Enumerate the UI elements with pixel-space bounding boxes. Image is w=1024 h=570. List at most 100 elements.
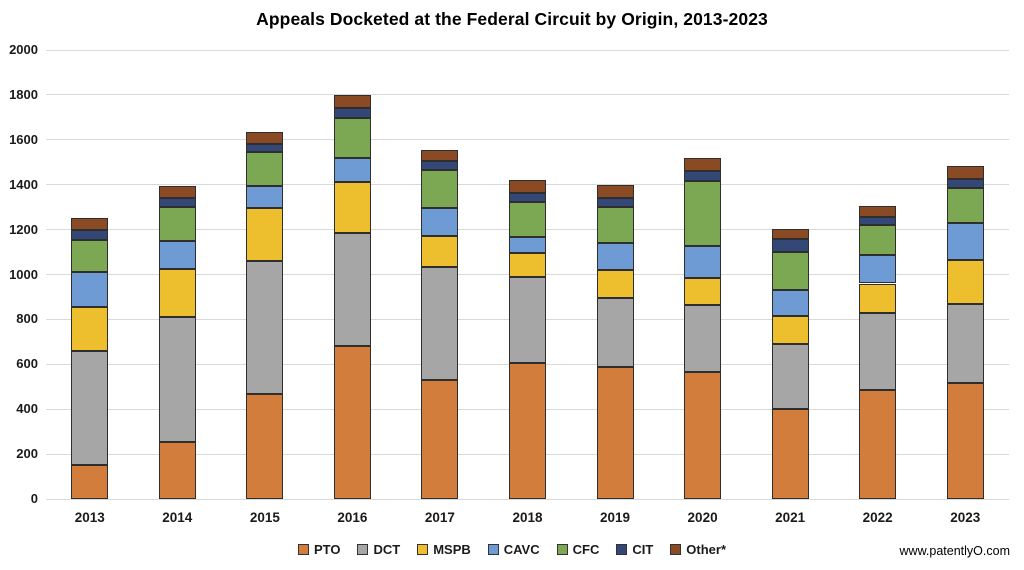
bar-segment-Other-2018 <box>509 180 546 193</box>
bar-segment-CAVC-2021 <box>771 290 809 317</box>
bar-2015 <box>246 50 284 499</box>
gridline <box>46 94 1009 96</box>
bar-segment-DCT-2021 <box>771 344 809 410</box>
bar-segment-CAVC-2017 <box>421 208 459 237</box>
legend-item-DCT: DCT <box>357 542 400 557</box>
bar-segment-Other-2015 <box>246 131 284 145</box>
bar-segment-MSPB-2015 <box>246 208 284 262</box>
bar-segment-PTO-2023 <box>946 383 984 499</box>
bar-segment-Other-2013 <box>71 218 109 230</box>
bar-segment-Other-2016 <box>333 94 371 109</box>
gridline <box>46 139 1009 141</box>
x-axis-tick-label: 2014 <box>162 510 193 525</box>
legend-item-CIT: CIT <box>616 542 653 557</box>
bar-segment-PTO-2019 <box>596 366 634 499</box>
bar-segment-CFC-2019 <box>596 207 634 244</box>
bar-segment-CIT-2013 <box>71 229 109 240</box>
legend-label: DCT <box>373 541 401 557</box>
bar-segment-Other-2020 <box>684 157 722 172</box>
bar-segment-Other-2023 <box>946 165 984 180</box>
gridline <box>46 49 1009 51</box>
legend-label: CIT <box>632 541 654 557</box>
bar-segment-CFC-2014 <box>158 207 196 241</box>
bar-segment-PTO-2022 <box>859 390 897 499</box>
bar-segment-PTO-2020 <box>684 372 722 499</box>
legend-item-CAVC: CAVC <box>487 542 540 557</box>
bar-segment-CAVC-2016 <box>333 157 371 183</box>
bar-segment-DCT-2018 <box>509 276 546 364</box>
legend-item-CFC: CFC <box>556 541 600 557</box>
bar-segment-MSPB-2022 <box>859 283 897 313</box>
plot-area <box>46 49 1009 500</box>
legend-label: CFC <box>572 541 600 557</box>
bar-segment-DCT-2016 <box>333 232 371 347</box>
x-axis-tick-label: 2021 <box>775 510 806 525</box>
bar-segment-MSPB-2016 <box>333 182 371 233</box>
y-axis-tick-label: 1400 <box>9 176 38 192</box>
bar-segment-CIT-2021 <box>771 238 809 253</box>
gridline <box>46 498 1009 500</box>
bar-segment-MSPB-2023 <box>946 259 984 304</box>
bar-segment-CFC-2021 <box>771 252 809 291</box>
bar-segment-PTO-2018 <box>509 363 546 499</box>
legend-swatch-icon <box>487 543 499 555</box>
bar-segment-CAVC-2013 <box>71 272 109 308</box>
bar-segment-DCT-2020 <box>684 304 722 373</box>
y-axis-tick-label: 600 <box>16 356 38 372</box>
x-axis-tick-label: 2016 <box>337 510 368 525</box>
y-axis-tick-label: 1200 <box>9 221 38 237</box>
x-axis-tick-label: 2013 <box>74 510 105 525</box>
watermark-text: www.patentlyO.com <box>899 544 1010 558</box>
y-axis-tick-label: 2000 <box>9 42 38 57</box>
legend-label: PTO <box>313 541 341 557</box>
bar-segment-DCT-2019 <box>596 298 634 367</box>
bar-segment-CAVC-2015 <box>246 185 284 209</box>
bar-segment-CFC-2015 <box>246 152 284 186</box>
bar-segment-MSPB-2019 <box>596 270 634 299</box>
bar-segment-DCT-2013 <box>71 350 109 466</box>
bar-segment-MSPB-2017 <box>421 236 459 267</box>
bar-2021 <box>771 50 809 499</box>
x-axis-tick-label: 2018 <box>512 510 543 525</box>
bar-segment-CIT-2023 <box>946 179 984 189</box>
legend-swatch-icon <box>357 543 369 555</box>
y-axis-tick-label: 1600 <box>9 131 38 147</box>
bar-segment-CFC-2023 <box>946 188 984 223</box>
bar-segment-Other-2021 <box>771 228 809 239</box>
bar-segment-CAVC-2019 <box>596 243 634 271</box>
legend-swatch-icon <box>670 543 682 555</box>
bar-2019 <box>596 50 634 499</box>
bar-segment-MSPB-2021 <box>771 316 809 345</box>
bar-2013 <box>71 50 109 499</box>
bar-segment-CFC-2017 <box>421 170 459 209</box>
bar-segment-DCT-2014 <box>158 317 196 442</box>
bar-segment-PTO-2015 <box>246 393 284 499</box>
bar-segment-PTO-2021 <box>771 409 809 499</box>
bar-segment-CAVC-2014 <box>158 240 196 269</box>
bar-segment-MSPB-2018 <box>509 253 546 277</box>
bar-segment-MSPB-2014 <box>158 268 196 318</box>
x-axis-tick-label: 2020 <box>687 510 718 525</box>
bar-segment-Other-2014 <box>158 185 196 199</box>
bar-segment-MSPB-2020 <box>684 277 722 305</box>
bar-segment-CIT-2016 <box>333 108 371 119</box>
bar-segment-PTO-2014 <box>158 441 196 499</box>
legend-label: MSPB <box>433 541 471 557</box>
x-axis-tick-label: 2015 <box>249 510 280 525</box>
y-axis-tick-label: 1000 <box>9 266 38 282</box>
bar-segment-CIT-2019 <box>596 198 634 208</box>
bar-segment-PTO-2016 <box>333 346 371 499</box>
bar-segment-CAVC-2022 <box>859 255 897 284</box>
bar-segment-CIT-2014 <box>158 198 196 208</box>
bar-segment-MSPB-2013 <box>71 307 109 351</box>
y-axis-tick-label: 400 <box>16 401 38 417</box>
bar-segment-DCT-2017 <box>421 266 459 381</box>
bar-segment-CIT-2015 <box>246 144 284 153</box>
bar-segment-CIT-2018 <box>509 192 546 202</box>
legend-swatch-icon <box>616 543 628 555</box>
bar-2016 <box>333 50 371 499</box>
bar-segment-Other-2022 <box>859 206 897 218</box>
bar-segment-CAVC-2020 <box>684 246 722 278</box>
bar-segment-Other-2017 <box>421 149 459 162</box>
